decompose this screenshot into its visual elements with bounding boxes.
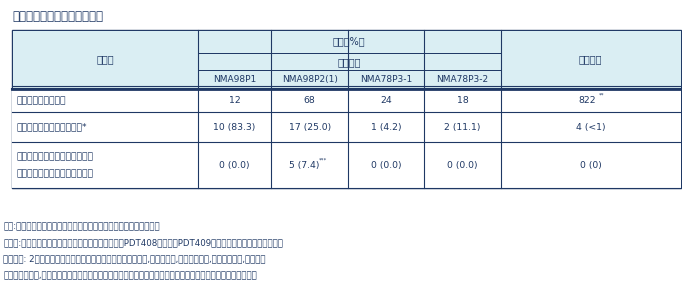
Text: NMA98P2(1): NMA98P2(1) xyxy=(282,75,338,84)
Text: 5 (7.4): 5 (7.4) xyxy=(289,160,319,170)
Text: 0 (0.0): 0 (0.0) xyxy=(220,160,250,170)
Text: ＊:バイタルサイン及び心電図を除く臨床検査値異常を集計した。: ＊:バイタルサイン及び心電図を除く臨床検査値異常を集計した。 xyxy=(3,222,160,231)
Text: 海外試験: 海外試験 xyxy=(579,54,602,64)
Text: 安全性解析対象集団: 安全性解析対象集団 xyxy=(16,96,66,105)
Text: 被験薬との因果関係が否定でき: 被験薬との因果関係が否定でき xyxy=(16,152,93,161)
Text: 822: 822 xyxy=(578,96,596,105)
Text: ない臨床検査値異常変動発現例: ない臨床検査値異常変動発現例 xyxy=(16,169,93,178)
Text: 17 (25.0): 17 (25.0) xyxy=(288,123,331,132)
Text: NMA78P3-1: NMA78P3-1 xyxy=(360,75,412,84)
Text: 百分率減少,好中球百分率増加，単球百分率増加，血中クレアチンホスホキナーゼ増加が各１例であった。: 百分率減少,好中球百分率増加，単球百分率増加，血中クレアチンホスホキナーゼ増加が… xyxy=(3,271,257,280)
Text: 24: 24 xyxy=(380,96,392,105)
Text: ＊＊＊: 2例以上あった臨床検査項目はなく，血小板数減少,尿中糖陽性,尿中蛋白陽性,白血球数増加,リンパ球: ＊＊＊: 2例以上あった臨床検査項目はなく，血小板数減少,尿中糖陽性,尿中蛋白陽… xyxy=(3,255,266,264)
Text: 2 (11.1): 2 (11.1) xyxy=(444,123,481,132)
Text: 0 (0.0): 0 (0.0) xyxy=(447,160,477,170)
Text: 臨床検査値異常変動の発現率: 臨床検査値異常変動の発現率 xyxy=(12,10,103,23)
Text: 国内試験: 国内試験 xyxy=(338,57,361,67)
Text: 4 (<1): 4 (<1) xyxy=(576,123,606,132)
Text: 項　目: 項 目 xyxy=(96,54,114,64)
Text: 10 (83.3): 10 (83.3) xyxy=(213,123,256,132)
Text: 0 (0): 0 (0) xyxy=(580,160,602,170)
Text: NMA78P3-2: NMA78P3-2 xyxy=(436,75,488,84)
Text: 例数（%）: 例数（%） xyxy=(333,37,366,46)
Text: 0 (0.0): 0 (0.0) xyxy=(371,160,401,170)
Text: NMA98P1: NMA98P1 xyxy=(213,75,256,84)
Text: ***: *** xyxy=(319,158,327,162)
Text: ＊＊:海外試験のうち，臨床検査を実施していないPDT408試験及びPDT409試験を除いた例数を記載した。: ＊＊:海外試験のうち，臨床検査を実施していないPDT408試験及びPDT409試… xyxy=(3,238,283,247)
Text: 臨床検査値異常変動発現例*: 臨床検査値異常変動発現例* xyxy=(16,123,87,132)
Text: 1 (4.2): 1 (4.2) xyxy=(371,123,401,132)
Text: 68: 68 xyxy=(303,96,316,105)
Text: **: ** xyxy=(599,93,604,98)
Text: 18: 18 xyxy=(456,96,469,105)
Text: 12: 12 xyxy=(228,96,241,105)
